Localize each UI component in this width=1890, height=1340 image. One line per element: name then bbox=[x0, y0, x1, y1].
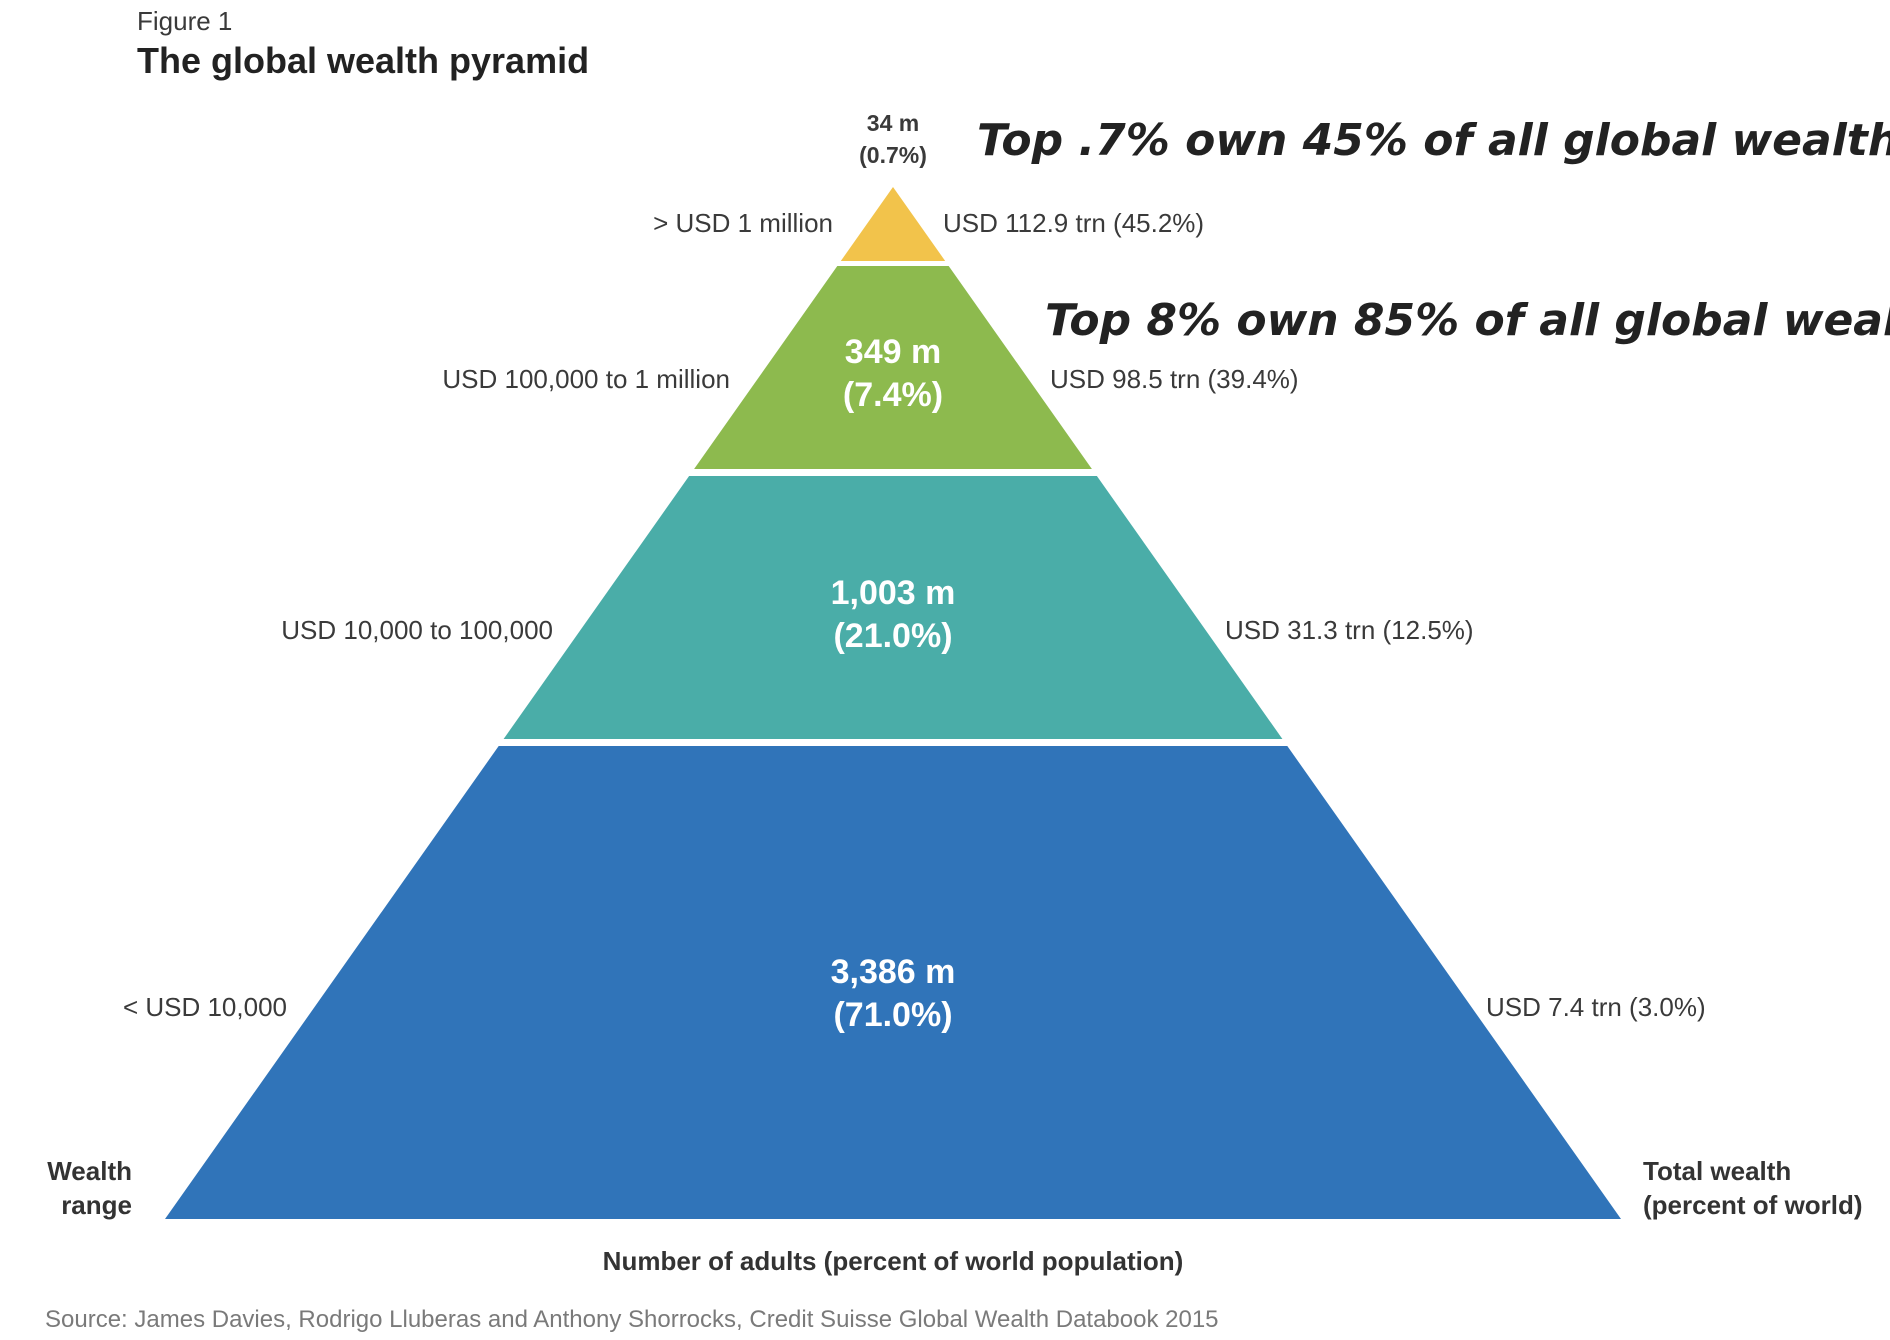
tier-3-wealth-range: < USD 10,000 bbox=[123, 992, 287, 1022]
right-axis-label-line2: (percent of world) bbox=[1643, 1190, 1863, 1220]
tier-3-total-wealth: USD 7.4 trn (3.0%) bbox=[1486, 992, 1706, 1022]
annotation-top-0-7-percent: Top .7% own 45% of all global wealth bbox=[977, 115, 1890, 166]
annotation-top-8-percent: Top 8% own 85% of all global wealth bbox=[1045, 295, 1890, 346]
source-note: Source: James Davies, Rodrigo Lluberas a… bbox=[45, 1306, 1219, 1333]
tier-10k-to-100k bbox=[503, 476, 1283, 739]
tier-1-adults-label: 349 m bbox=[845, 333, 941, 371]
pyramid-tiers bbox=[165, 187, 1621, 1219]
tier-0-adults-pct: (0.7%) bbox=[859, 142, 927, 168]
tier-3-adults-pct: (71.0%) bbox=[833, 996, 952, 1034]
tier-100k-to-1m bbox=[694, 266, 1092, 469]
tier-1-total-wealth: USD 98.5 trn (39.4%) bbox=[1050, 364, 1299, 394]
tier-0-adults-label: 34 m bbox=[867, 110, 919, 136]
tier-2-adults-label: 1,003 m bbox=[831, 574, 956, 612]
tier-0-total-wealth: USD 112.9 trn (45.2%) bbox=[943, 208, 1204, 238]
tier-0-wealth-range: > USD 1 million bbox=[653, 208, 833, 238]
tier-1-adults-pct: (7.4%) bbox=[843, 376, 943, 414]
tier-1-wealth-range: USD 100,000 to 1 million bbox=[442, 364, 730, 394]
tier-under-10k bbox=[165, 746, 1621, 1219]
tier-2-adults-pct: (21.0%) bbox=[833, 617, 952, 655]
right-axis-label-line1: Total wealth bbox=[1643, 1156, 1791, 1186]
left-axis-label-line1: Wealth bbox=[47, 1156, 132, 1186]
bottom-axis-label: Number of adults (percent of world popul… bbox=[603, 1246, 1184, 1276]
tier-top-millionaires bbox=[840, 187, 946, 261]
tier-2-total-wealth: USD 31.3 trn (12.5%) bbox=[1225, 615, 1474, 645]
left-axis-label-line2: range bbox=[61, 1190, 132, 1220]
tier-2-wealth-range: USD 10,000 to 100,000 bbox=[281, 615, 553, 645]
figure-label: Figure 1 bbox=[137, 6, 232, 36]
chart-title: The global wealth pyramid bbox=[137, 40, 589, 81]
tier-3-adults-label: 3,386 m bbox=[831, 953, 956, 991]
